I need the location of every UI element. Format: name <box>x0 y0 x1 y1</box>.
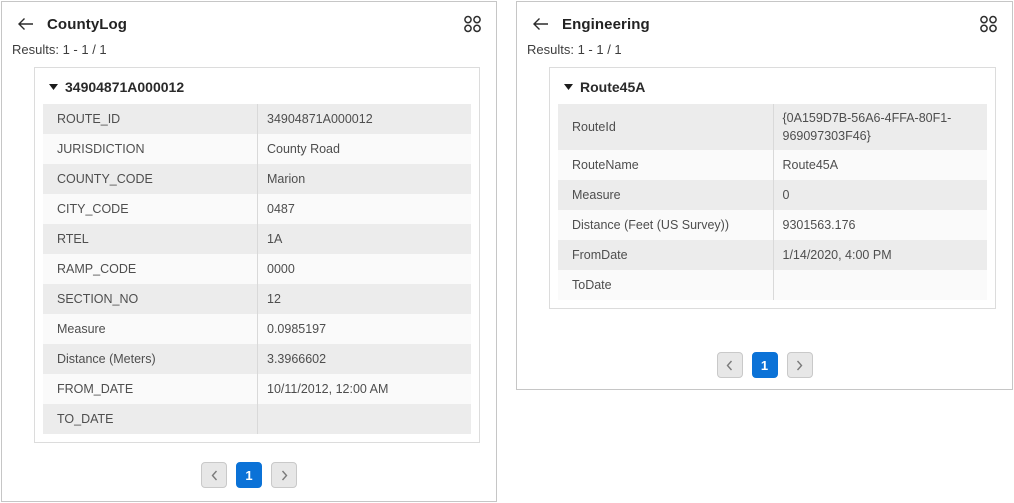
field-value: County Road <box>257 134 471 164</box>
panel-title: CountyLog <box>47 15 128 33</box>
field-value: 1/14/2020, 4:00 PM <box>772 240 988 271</box>
field-value: {0A159D7B-56A6-4FFA-80F1-969097303F46} <box>772 104 988 151</box>
field-name: SECTION_NO <box>57 291 139 306</box>
table-row: COUNTY_CODE Marion <box>43 164 471 194</box>
data-grid-view-button[interactable] <box>979 15 998 33</box>
field-name: Distance (Meters) <box>57 351 156 366</box>
field-value: 0000 <box>257 254 471 284</box>
back-button[interactable] <box>17 17 34 31</box>
table-row: ROUTE_ID 34904871A000012 <box>43 104 471 134</box>
next-page-button[interactable] <box>786 352 813 378</box>
pagination: 1 <box>2 462 496 488</box>
chevron-right-icon <box>281 470 288 481</box>
field-name: COUNTY_CODE <box>57 171 153 186</box>
attribute-table: ROUTE_ID 34904871A000012 JURISDICTION Co… <box>43 104 471 434</box>
current-page-button[interactable]: 1 <box>236 462 262 488</box>
table-row: RTEL 1A <box>43 224 471 254</box>
field-name: FROM_DATE <box>57 381 134 396</box>
feature-title: 34904871A000012 <box>65 79 185 95</box>
field-value: 0487 <box>257 194 471 224</box>
chevron-left-icon <box>726 360 733 371</box>
field-value: 3.3966602 <box>257 344 471 374</box>
query-panel-engineering: Engineering Results: 1 - 1 / 1 Route45A … <box>516 1 1013 390</box>
field-value: 12 <box>257 284 471 314</box>
table-row: Distance (Meters) 3.3966602 <box>43 344 471 374</box>
field-value: Route45A <box>772 150 988 181</box>
chevron-left-icon <box>211 470 218 481</box>
prev-page-button[interactable] <box>716 352 743 378</box>
table-row: RAMP_CODE 0000 <box>43 254 471 284</box>
field-value: 0.0985197 <box>257 314 471 344</box>
caret-down-icon <box>564 84 573 90</box>
field-name: TO_DATE <box>57 411 114 426</box>
field-value: 1A <box>257 224 471 254</box>
results-count: Results: 1 - 1 / 1 <box>527 42 622 57</box>
feature-title: Route45A <box>580 79 646 95</box>
field-value <box>772 270 988 301</box>
field-name: CITY_CODE <box>57 201 129 216</box>
field-name: Distance (Feet (US Survey)) <box>572 218 729 233</box>
next-page-button[interactable] <box>271 462 297 488</box>
chevron-right-icon <box>796 360 803 371</box>
field-name: JURISDICTION <box>57 141 145 156</box>
panel-header: CountyLog <box>2 2 496 33</box>
feature-card-header[interactable]: 34904871A000012 <box>43 76 471 104</box>
table-row: CITY_CODE 0487 <box>43 194 471 224</box>
field-value: 34904871A000012 <box>257 104 471 134</box>
caret-down-icon <box>49 84 58 90</box>
table-row: FROM_DATE 10/11/2012, 12:00 AM <box>43 374 471 404</box>
table-row: Measure 0 <box>558 180 988 211</box>
feature-card: Route45A RouteId {0A159D7B-56A6-4FFA-80F… <box>549 67 996 310</box>
field-value: Marion <box>257 164 471 194</box>
table-row: ToDate <box>558 270 988 301</box>
field-name: RouteId <box>572 120 616 135</box>
field-value <box>257 404 471 434</box>
current-page-button[interactable]: 1 <box>751 352 778 378</box>
panel-header: Engineering <box>517 2 1012 33</box>
prev-page-button[interactable] <box>201 462 227 488</box>
field-name: RAMP_CODE <box>57 261 137 276</box>
back-button[interactable] <box>532 17 549 31</box>
field-value: 10/11/2012, 12:00 AM <box>257 374 471 404</box>
query-panel-countylog: CountyLog Results: 1 - 1 / 1 34904871A00… <box>1 1 497 502</box>
data-grid-view-button[interactable] <box>463 15 482 33</box>
field-name: FromDate <box>572 248 628 263</box>
field-name: ToDate <box>572 278 612 293</box>
feature-card-header[interactable]: Route45A <box>558 76 987 104</box>
field-value: 9301563.176 <box>772 210 988 241</box>
table-row: JURISDICTION County Road <box>43 134 471 164</box>
field-name: RouteName <box>572 158 639 173</box>
field-name: Measure <box>57 321 106 336</box>
field-name: Measure <box>572 188 621 203</box>
attribute-table: RouteId {0A159D7B-56A6-4FFA-80F1-9690973… <box>558 104 988 301</box>
table-row: FromDate 1/14/2020, 4:00 PM <box>558 240 988 271</box>
field-name: RTEL <box>57 231 89 246</box>
pagination: 1 <box>517 352 1012 378</box>
table-row: TO_DATE <box>43 404 471 434</box>
table-row: Measure 0.0985197 <box>43 314 471 344</box>
panel-title: Engineering <box>562 15 650 33</box>
table-row: SECTION_NO 12 <box>43 284 471 314</box>
table-row: RouteName Route45A <box>558 150 988 181</box>
table-row: RouteId {0A159D7B-56A6-4FFA-80F1-9690973… <box>558 104 988 151</box>
data-grid-icon <box>979 15 998 33</box>
back-arrow-icon <box>532 17 549 31</box>
results-count: Results: 1 - 1 / 1 <box>12 42 107 57</box>
field-value: 0 <box>772 180 988 211</box>
field-name: ROUTE_ID <box>57 111 121 126</box>
feature-card: 34904871A000012 ROUTE_ID 34904871A000012… <box>34 67 480 443</box>
table-row: Distance (Feet (US Survey)) 9301563.176 <box>558 210 988 241</box>
back-arrow-icon <box>17 17 34 31</box>
data-grid-icon <box>463 15 482 33</box>
